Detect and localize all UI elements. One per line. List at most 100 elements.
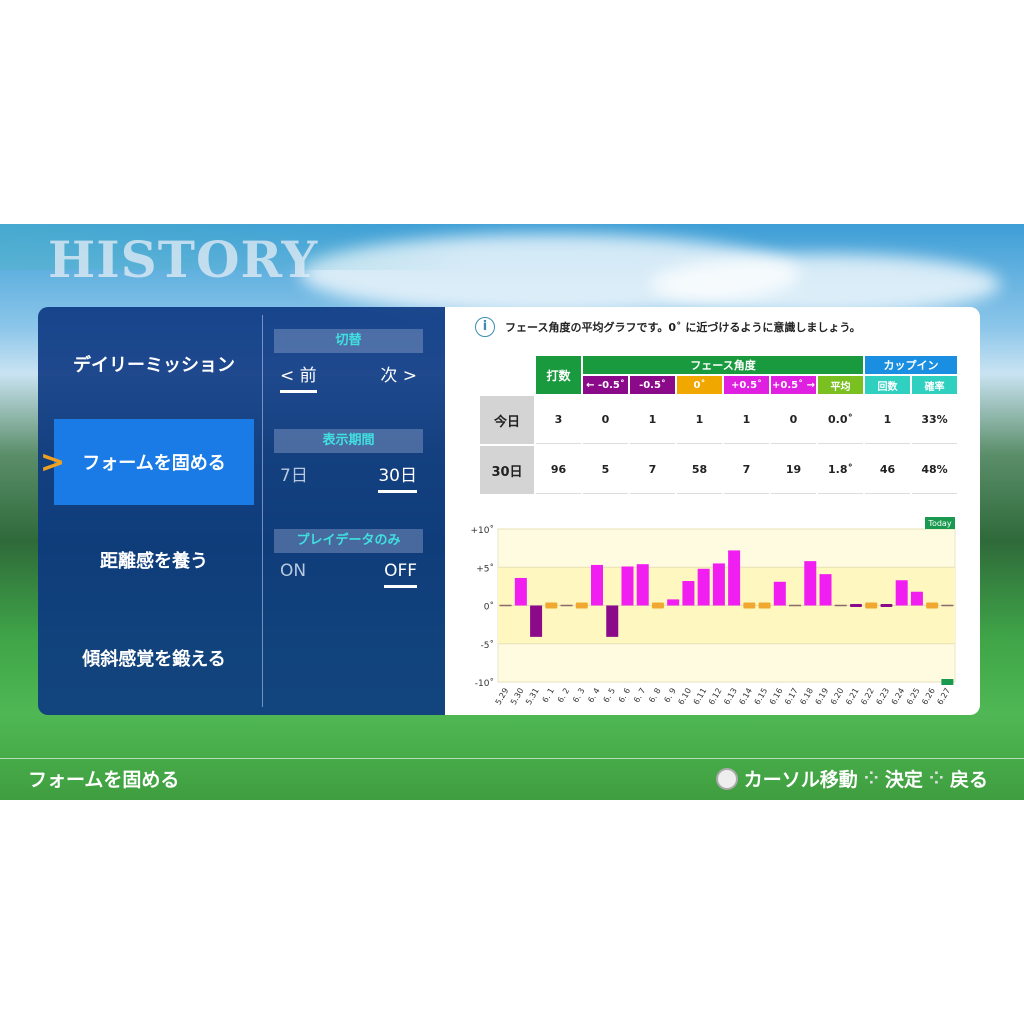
buttons-a-icon: ⁘ bbox=[863, 768, 879, 789]
x-tick-label: 6.12 bbox=[707, 687, 724, 707]
table-cell: 7 bbox=[630, 446, 675, 494]
x-tick-label: 6. 5 bbox=[602, 687, 617, 705]
prev-button[interactable]: < 前 bbox=[280, 361, 317, 393]
today-marker bbox=[941, 679, 954, 685]
on-button[interactable]: ON bbox=[280, 561, 307, 581]
column-header: -0.5˚ bbox=[630, 376, 675, 394]
x-tick-label: 6.10 bbox=[676, 687, 693, 707]
row-label: 30日 bbox=[480, 446, 534, 494]
bar bbox=[697, 568, 710, 606]
y-tick-label: +5˚ bbox=[476, 563, 494, 574]
table-cell: 1 bbox=[630, 396, 675, 444]
column-header: 確率 bbox=[912, 376, 957, 394]
left-panel: デイリーミッション > フォームを固める 距離感を養う 傾斜感覚を鍛える 切替 <… bbox=[38, 307, 445, 715]
bar bbox=[895, 580, 908, 606]
table-cell: 3 bbox=[536, 396, 581, 444]
chevron-right-icon: > bbox=[40, 444, 66, 480]
x-tick-label: 5.30 bbox=[509, 687, 526, 707]
bar bbox=[682, 581, 695, 606]
buttons-b-icon: ⁘ bbox=[928, 768, 944, 789]
bar bbox=[773, 581, 786, 606]
footer-bar: フォームを固める カーソル移動 ⁘ 決定 ⁘ 戻る bbox=[0, 758, 1024, 800]
table-cell: 48% bbox=[912, 446, 957, 494]
info-icon: i bbox=[475, 317, 495, 337]
x-tick-label: 6.20 bbox=[829, 687, 846, 707]
bar bbox=[880, 604, 893, 607]
menu-item-slope[interactable]: 傾斜感覚を鍛える bbox=[54, 615, 254, 701]
stats-panel: i フェース角度の平均グラフです。0˚ に近づけるように意識しましょう。 打数 フ… bbox=[445, 307, 980, 715]
bar bbox=[575, 602, 588, 609]
table-cell: 5 bbox=[583, 446, 628, 494]
menu-label: フォームを固める bbox=[82, 453, 226, 474]
x-tick-label: 6.19 bbox=[814, 687, 831, 707]
cloud bbox=[650, 254, 1000, 314]
bar bbox=[819, 574, 832, 606]
menu-item-form[interactable]: > フォームを固める bbox=[40, 419, 254, 505]
bar bbox=[728, 550, 741, 606]
playdata-option: プレイデータのみ ON OFF bbox=[274, 529, 423, 588]
next-button[interactable]: 次 > bbox=[380, 366, 417, 386]
period-option: 表示期間 7日 30日 bbox=[274, 429, 423, 493]
x-tick-label: 6.25 bbox=[905, 687, 922, 707]
x-tick-label: 6. 4 bbox=[586, 687, 601, 705]
bar bbox=[712, 563, 725, 606]
header-cup-in: カップイン bbox=[865, 356, 957, 374]
x-tick-label: 6. 7 bbox=[632, 687, 647, 705]
bar bbox=[804, 561, 817, 606]
today-badge bbox=[925, 517, 955, 529]
table-cell: 0 bbox=[771, 396, 816, 444]
table-cell: 1 bbox=[724, 396, 769, 444]
period-7-button[interactable]: 7日 bbox=[280, 466, 308, 486]
x-tick-label: 6.21 bbox=[844, 687, 861, 707]
table-cell: 1 bbox=[865, 396, 910, 444]
table-cell: 0.0˚ bbox=[818, 396, 863, 444]
bar bbox=[514, 577, 527, 606]
x-tick-label: 5.31 bbox=[524, 687, 541, 707]
table-row: 今日 3 0 1 1 1 0 0.0˚ 1 33% bbox=[480, 396, 957, 444]
table-row: 30日 96 5 7 58 7 19 1.8˚ 46 48% bbox=[480, 446, 957, 494]
column-header: 回数 bbox=[865, 376, 910, 394]
x-tick-label: 5.29 bbox=[494, 687, 511, 707]
today-label: Today bbox=[927, 519, 951, 528]
bar bbox=[758, 602, 771, 609]
hint-back: 戻る bbox=[949, 769, 988, 791]
bar bbox=[865, 602, 878, 609]
menu-label: 傾斜感覚を鍛える bbox=[82, 649, 226, 670]
hint-cursor: カーソル移動 bbox=[743, 769, 858, 791]
option-header: プレイデータのみ bbox=[274, 529, 423, 553]
bar bbox=[651, 602, 664, 609]
x-tick-label: 6.13 bbox=[722, 687, 739, 707]
menu-item-daily-mission[interactable]: デイリーミッション bbox=[54, 321, 254, 407]
column-header: ← -0.5˚ bbox=[583, 376, 628, 394]
table-cell: 1 bbox=[677, 396, 722, 444]
x-tick-label: 6.18 bbox=[798, 687, 815, 707]
period-30-button[interactable]: 30日 bbox=[378, 461, 417, 493]
bar bbox=[910, 591, 923, 606]
x-tick-label: 6.23 bbox=[874, 687, 891, 707]
x-tick-label: 6.24 bbox=[890, 687, 907, 707]
x-tick-label: 6.11 bbox=[692, 687, 709, 707]
menu-label: 距離感を養う bbox=[100, 551, 208, 572]
table-cell: 19 bbox=[771, 446, 816, 494]
header-face-angle: フェース角度 bbox=[583, 356, 863, 374]
menu-item-distance[interactable]: 距離感を養う bbox=[54, 517, 254, 603]
background-scene: HISTORY デイリーミッション > フォームを固める 距離感を養う 傾斜感覚を… bbox=[0, 224, 1024, 800]
divider bbox=[262, 315, 263, 707]
bar bbox=[636, 564, 649, 606]
page-title: HISTORY bbox=[48, 230, 319, 289]
table-cell: 7 bbox=[724, 446, 769, 494]
bar bbox=[621, 566, 634, 606]
bar bbox=[530, 605, 543, 637]
x-tick-label: 6. 3 bbox=[571, 687, 586, 705]
hint-confirm: 決定 bbox=[884, 769, 923, 791]
table-cell: 96 bbox=[536, 446, 581, 494]
option-header: 表示期間 bbox=[274, 429, 423, 453]
bar bbox=[606, 605, 619, 637]
x-tick-label: 6.27 bbox=[935, 687, 952, 707]
row-label: 今日 bbox=[480, 396, 534, 444]
table-cell: 58 bbox=[677, 446, 722, 494]
off-button[interactable]: OFF bbox=[384, 561, 417, 588]
bar bbox=[545, 602, 558, 609]
x-tick-label: 6. 2 bbox=[556, 687, 571, 705]
x-tick-label: 6. 8 bbox=[647, 687, 662, 705]
